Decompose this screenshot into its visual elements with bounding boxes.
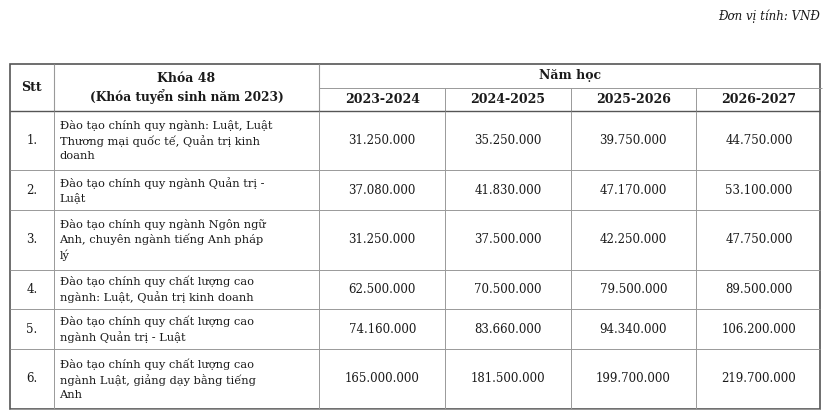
Text: 2.: 2. [27,184,37,197]
Text: 94.340.000: 94.340.000 [599,323,667,336]
Text: 74.160.000: 74.160.000 [349,323,416,336]
Text: 70.500.000: 70.500.000 [474,283,541,296]
Text: 1.: 1. [27,134,37,147]
Text: 42.250.000: 42.250.000 [600,233,667,247]
Text: 2025-2026: 2025-2026 [596,93,671,106]
Text: 219.700.000: 219.700.000 [721,373,796,386]
Text: Đào tạo chính quy chất lượng cao
ngành Luật, giảng dạy bằng tiếng
Anh: Đào tạo chính quy chất lượng cao ngành L… [60,358,256,400]
Text: 5.: 5. [27,323,37,336]
Text: 39.750.000: 39.750.000 [599,134,667,147]
Text: Đào tạo chính quy chất lượng cao
ngành Quản trị - Luật: Đào tạo chính quy chất lượng cao ngành Q… [60,315,253,343]
Text: 44.750.000: 44.750.000 [725,134,793,147]
Text: 181.500.000: 181.500.000 [471,373,545,386]
Text: 47.750.000: 47.750.000 [725,233,793,247]
Text: 41.830.000: 41.830.000 [474,184,541,197]
Text: 3.: 3. [27,233,37,247]
Text: 37.080.000: 37.080.000 [349,184,416,197]
Text: 199.700.000: 199.700.000 [596,373,671,386]
Text: 31.250.000: 31.250.000 [349,233,416,247]
Text: 6.: 6. [27,373,37,386]
Text: 79.500.000: 79.500.000 [599,283,667,296]
Text: 35.250.000: 35.250.000 [474,134,541,147]
Text: Đào tạo chính quy ngành Quản trị -
Luật: Đào tạo chính quy ngành Quản trị - Luật [60,177,264,204]
Text: 83.660.000: 83.660.000 [474,323,541,336]
Text: Stt: Stt [22,81,42,94]
Text: Đào tạo chính quy chất lượng cao
ngành: Luật, Quản trị kinh doanh: Đào tạo chính quy chất lượng cao ngành: … [60,276,253,303]
Text: (Khóa tuyển sinh năm 2023): (Khóa tuyển sinh năm 2023) [90,89,283,104]
Text: Đơn vị tính: VNĐ: Đơn vị tính: VNĐ [718,10,820,23]
Text: Khóa 48: Khóa 48 [158,72,216,85]
Text: 106.200.000: 106.200.000 [721,323,796,336]
Text: 89.500.000: 89.500.000 [725,283,793,296]
Text: 37.500.000: 37.500.000 [474,233,541,247]
Text: 47.170.000: 47.170.000 [599,184,667,197]
Text: 62.500.000: 62.500.000 [349,283,416,296]
Text: 53.100.000: 53.100.000 [725,184,793,197]
Text: 2026-2027: 2026-2027 [721,93,796,106]
Text: 2023-2024: 2023-2024 [344,93,420,106]
Text: Năm học: Năm học [540,69,602,83]
Text: 4.: 4. [27,283,37,296]
Text: 2024-2025: 2024-2025 [471,93,545,106]
Text: Đào tạo chính quy ngành: Luật, Luật
Thương mại quốc tế, Quản trị kinh
doanh: Đào tạo chính quy ngành: Luật, Luật Thươ… [60,120,272,161]
Text: 31.250.000: 31.250.000 [349,134,416,147]
Bar [10,64,820,409]
Text: 165.000.000: 165.000.000 [344,373,420,386]
Text: Đào tạo chính quy ngành Ngôn ngữ
Anh, chuyên ngành tiếng Anh pháp
lý: Đào tạo chính quy ngành Ngôn ngữ Anh, ch… [60,219,266,261]
